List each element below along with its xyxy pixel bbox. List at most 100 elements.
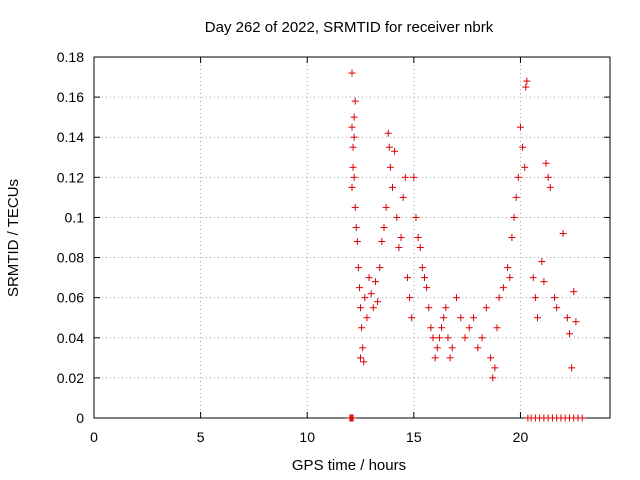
data-point xyxy=(399,193,407,201)
data-point xyxy=(478,334,486,342)
data-point xyxy=(397,234,405,241)
data-point xyxy=(523,77,531,85)
data-point xyxy=(367,290,375,298)
y-tick-label: 0.1 xyxy=(65,209,85,225)
y-tick-label: 0.14 xyxy=(57,129,84,145)
data-point xyxy=(386,163,394,171)
data-point xyxy=(538,258,546,266)
data-point xyxy=(382,203,390,211)
data-point xyxy=(512,193,520,201)
data-point xyxy=(461,334,469,342)
data-point xyxy=(534,314,542,322)
data-point xyxy=(448,344,456,352)
data-point xyxy=(546,183,554,191)
data-point xyxy=(563,314,571,322)
data-point xyxy=(578,414,586,422)
data-point xyxy=(521,163,529,171)
data-point xyxy=(514,173,522,181)
data-point xyxy=(420,274,428,282)
data-point xyxy=(353,238,361,246)
data-point xyxy=(361,294,369,302)
data-point xyxy=(499,284,507,292)
data-point xyxy=(470,314,478,322)
chart-title: Day 262 of 2022, SRMTID for receiver nbr… xyxy=(205,19,494,36)
data-point xyxy=(349,163,357,171)
data-point xyxy=(493,324,501,332)
data-point xyxy=(378,238,386,246)
data-point xyxy=(438,324,446,332)
data-point xyxy=(395,244,403,252)
data-point xyxy=(350,113,358,121)
data-point xyxy=(354,264,362,272)
data-point xyxy=(374,298,382,306)
data-point xyxy=(540,278,548,286)
data-point xyxy=(457,314,465,322)
x-tick-label: 10 xyxy=(299,429,315,445)
data-point xyxy=(440,314,448,322)
data-point xyxy=(442,304,450,312)
data-point xyxy=(403,274,411,282)
data-point xyxy=(519,143,527,151)
data-point xyxy=(446,354,454,362)
data-point xyxy=(482,304,490,312)
data-point xyxy=(384,129,392,137)
x-tick-label: 20 xyxy=(513,429,529,445)
y-axis-label: SRMTID / TECUs xyxy=(5,179,22,297)
data-point xyxy=(531,294,539,302)
data-point xyxy=(401,173,409,181)
data-point xyxy=(348,183,356,191)
data-point xyxy=(551,294,559,302)
data-point xyxy=(506,274,514,282)
data-point xyxy=(489,374,497,382)
data-point xyxy=(389,183,397,191)
data-point xyxy=(544,173,552,181)
data-point xyxy=(423,284,431,292)
data-point xyxy=(504,264,512,272)
data-point xyxy=(412,213,420,221)
y-tick-label: 0.02 xyxy=(57,370,84,386)
data-point xyxy=(431,354,439,362)
data-point xyxy=(351,97,359,105)
x-tick-label: 15 xyxy=(406,429,422,445)
data-point xyxy=(425,304,433,312)
data-point xyxy=(444,334,452,342)
data-point xyxy=(349,143,357,151)
data-point xyxy=(349,414,357,422)
data-point xyxy=(357,354,365,362)
data-point xyxy=(380,223,388,231)
data-point xyxy=(348,123,356,131)
data-point xyxy=(429,334,437,342)
plot-frame xyxy=(93,56,611,419)
data-point xyxy=(433,344,441,352)
x-tick-label: 5 xyxy=(197,429,205,445)
data-point xyxy=(491,364,499,372)
plot-border xyxy=(93,56,611,419)
data-point xyxy=(393,213,401,221)
data-point xyxy=(350,133,358,141)
y-tick-label: 0.08 xyxy=(57,250,84,266)
data-point xyxy=(408,314,416,322)
data-point xyxy=(371,278,379,286)
data-point xyxy=(357,304,365,312)
data-point xyxy=(516,123,524,131)
data-point xyxy=(452,294,460,302)
data-point xyxy=(359,344,367,352)
x-axis-label: GPS time / hours xyxy=(292,457,406,474)
data-point xyxy=(570,288,578,296)
data-point xyxy=(358,324,366,332)
y-tick-label: 0.06 xyxy=(57,290,84,306)
data-points xyxy=(346,69,586,422)
data-point xyxy=(487,354,495,362)
data-point xyxy=(522,83,530,91)
y-tick-label: 0.04 xyxy=(57,330,84,346)
data-point xyxy=(542,159,550,167)
data-point xyxy=(414,234,422,241)
data-point xyxy=(565,330,573,338)
data-point xyxy=(376,264,384,272)
y-tick-label: 0.12 xyxy=(57,169,84,185)
data-point xyxy=(510,213,518,221)
data-point xyxy=(529,274,537,282)
data-point xyxy=(410,173,418,181)
data-point xyxy=(351,203,359,211)
data-point xyxy=(508,234,516,241)
